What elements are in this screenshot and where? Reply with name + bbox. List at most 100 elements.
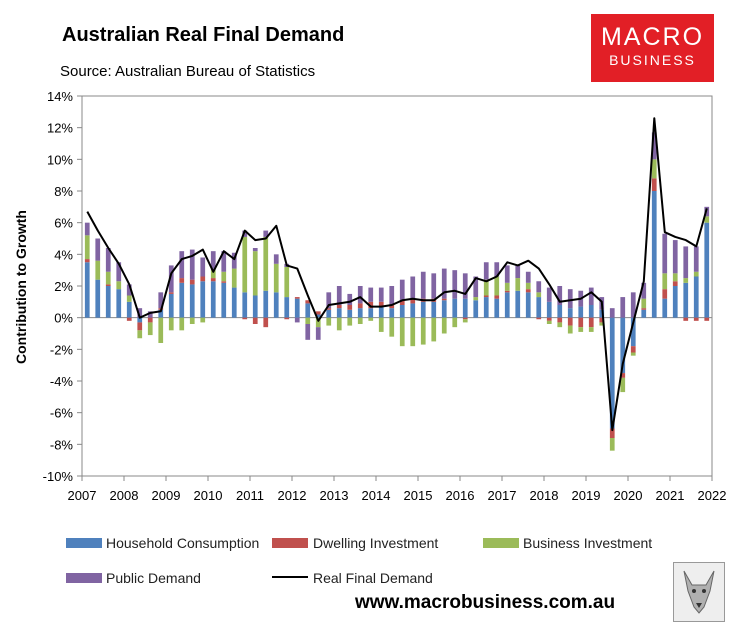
bar-business bbox=[410, 317, 416, 347]
legend-swatch-business bbox=[483, 538, 519, 548]
bar-household bbox=[347, 309, 353, 318]
bar-household bbox=[672, 286, 678, 318]
bar-public bbox=[210, 251, 216, 271]
bar-household bbox=[494, 298, 500, 318]
y-tick-label: 8% bbox=[54, 184, 73, 199]
bar-public bbox=[95, 238, 101, 261]
bar-household bbox=[158, 309, 164, 318]
bar-dwelling bbox=[347, 305, 353, 310]
bar-public bbox=[231, 252, 237, 269]
bar-business bbox=[147, 322, 153, 336]
plot-frame bbox=[81, 95, 713, 477]
x-tick-label: 2007 bbox=[68, 488, 97, 503]
y-tick-label: 10% bbox=[47, 152, 73, 167]
bars-layer bbox=[84, 132, 710, 451]
bar-business bbox=[242, 236, 248, 293]
bar-household bbox=[336, 308, 342, 318]
line-layer bbox=[86, 117, 708, 432]
bar-business bbox=[336, 317, 342, 331]
bar-business bbox=[210, 270, 216, 279]
bar-business bbox=[599, 322, 605, 326]
bar-dwelling bbox=[284, 317, 290, 320]
bar-household bbox=[567, 308, 573, 318]
bar-dwelling bbox=[630, 346, 636, 353]
bar-business bbox=[368, 317, 374, 321]
x-tick-label: 2011 bbox=[236, 488, 264, 503]
bar-dwelling bbox=[105, 284, 111, 286]
bar-household bbox=[431, 301, 437, 318]
bar-household bbox=[420, 301, 426, 318]
website-url: www.macrobusiness.com.au bbox=[355, 592, 616, 613]
bar-business bbox=[231, 268, 237, 288]
bar-public bbox=[525, 271, 531, 283]
bar-household bbox=[557, 305, 563, 318]
bar-dwelling bbox=[200, 276, 206, 282]
bar-household bbox=[630, 317, 636, 347]
bar-dwelling bbox=[84, 259, 90, 263]
bar-business bbox=[494, 276, 500, 296]
bar-household bbox=[462, 298, 468, 318]
bar-dwelling bbox=[147, 317, 153, 323]
bar-dwelling bbox=[305, 300, 311, 304]
x-tick-label: 2013 bbox=[320, 488, 349, 503]
bar-dwelling bbox=[483, 295, 489, 298]
x-tick-label: 2018 bbox=[530, 488, 559, 503]
y-tick-label: 6% bbox=[54, 216, 73, 231]
bar-business bbox=[504, 282, 510, 291]
bar-business bbox=[378, 317, 384, 332]
y-tick-label: 0% bbox=[54, 311, 73, 326]
bar-household bbox=[315, 314, 321, 318]
bar-public bbox=[84, 222, 90, 236]
bar-public bbox=[242, 230, 248, 237]
bar-dwelling bbox=[221, 281, 227, 283]
bar-public bbox=[263, 230, 269, 237]
bar-business bbox=[221, 271, 227, 282]
bar-public bbox=[662, 233, 668, 274]
x-tick-label: 2008 bbox=[110, 488, 139, 503]
bar-public bbox=[462, 273, 468, 299]
bar-household bbox=[357, 308, 363, 318]
legend-swatch-dwelling bbox=[272, 538, 308, 548]
x-tick-label: 2014 bbox=[362, 488, 391, 503]
bar-household bbox=[609, 317, 615, 429]
bar-dwelling bbox=[242, 317, 248, 320]
bar-household bbox=[410, 303, 416, 318]
bar-household bbox=[662, 298, 668, 318]
bar-business bbox=[557, 322, 563, 328]
bar-dwelling bbox=[137, 322, 143, 331]
y-tick-label: -2% bbox=[50, 342, 74, 357]
bar-household bbox=[84, 262, 90, 318]
bar-public bbox=[473, 276, 479, 298]
bar-household bbox=[242, 292, 248, 318]
bar-business bbox=[389, 317, 395, 337]
y-tick-label: 4% bbox=[54, 247, 73, 262]
bar-business bbox=[630, 352, 636, 356]
bar-public bbox=[651, 132, 657, 160]
bar-household bbox=[620, 317, 626, 374]
bar-business bbox=[536, 292, 542, 298]
bar-public bbox=[179, 251, 185, 279]
bar-business bbox=[452, 317, 458, 328]
y-tick-label: -4% bbox=[50, 374, 74, 389]
bar-dwelling bbox=[410, 298, 416, 304]
bar-household bbox=[599, 309, 605, 318]
y-axis-label: Contribution to Growth bbox=[13, 210, 29, 364]
bar-household bbox=[294, 298, 300, 318]
bar-business bbox=[273, 263, 279, 293]
bar-business bbox=[462, 319, 468, 323]
bar-public bbox=[389, 286, 395, 305]
bar-public bbox=[399, 279, 405, 301]
bar-household bbox=[189, 284, 195, 318]
bar-dwelling bbox=[672, 281, 678, 286]
y-tick-label: -10% bbox=[43, 469, 74, 484]
bar-dwelling bbox=[168, 292, 174, 294]
bar-business bbox=[515, 278, 521, 291]
bar-public bbox=[368, 287, 374, 302]
bar-dwelling bbox=[651, 178, 657, 191]
bar-household bbox=[126, 301, 132, 318]
bar-household bbox=[683, 282, 689, 318]
bar-dwelling bbox=[336, 305, 342, 309]
x-tick-label: 2017 bbox=[488, 488, 517, 503]
bar-household bbox=[137, 317, 143, 323]
